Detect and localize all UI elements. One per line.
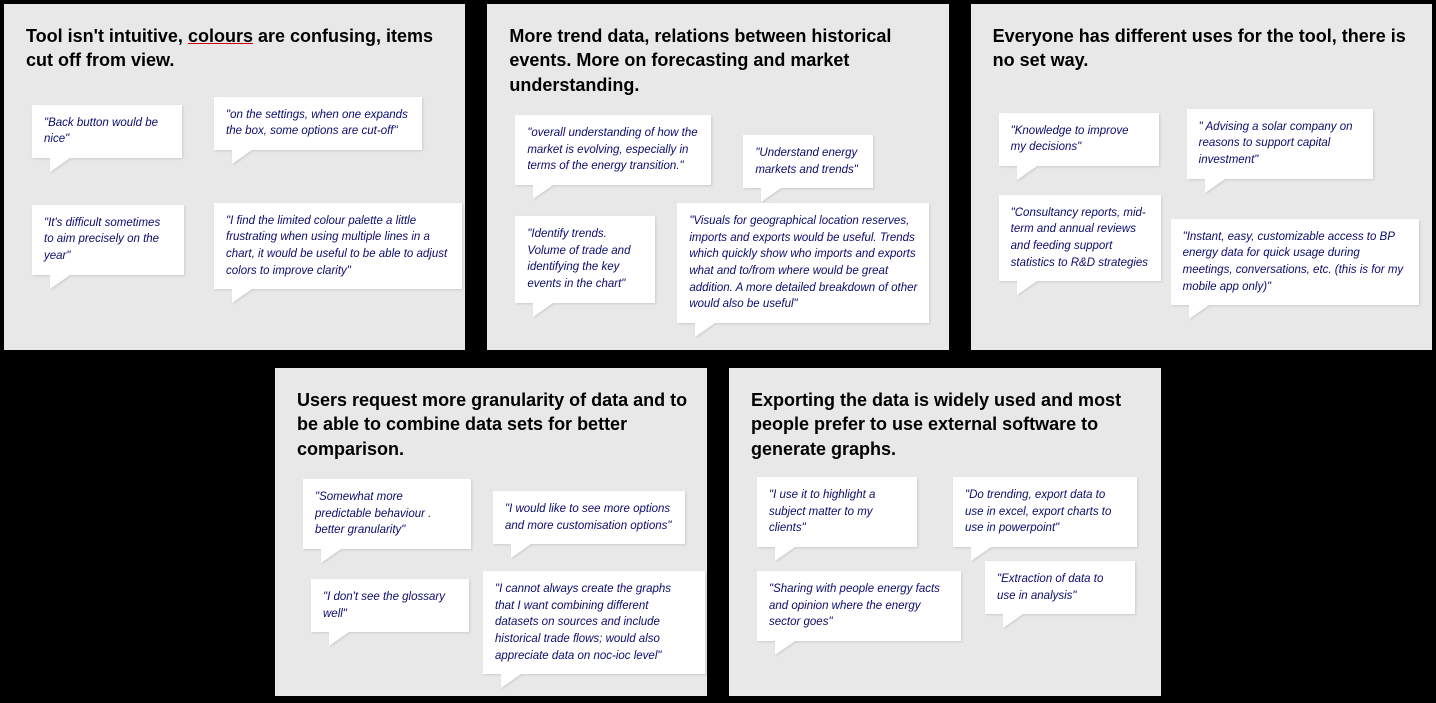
quote-bubble: "Visuals for geographical location reser… bbox=[677, 203, 929, 323]
panel-trend-data: More trend data, relations between histo… bbox=[487, 4, 948, 350]
top-row: Tool isn't intuitive, colours are confus… bbox=[0, 0, 1436, 350]
quote-bubble: "I find the limited colour palette a lit… bbox=[214, 203, 462, 290]
quote-bubble: "Understand energy markets and trends" bbox=[743, 135, 873, 188]
quote-bubble: "I use it to highlight a subject matter … bbox=[757, 477, 917, 547]
panel-different-uses: Everyone has different uses for the tool… bbox=[971, 4, 1432, 350]
title-underlined-word: colours bbox=[188, 26, 253, 46]
quote-bubble: "Do trending, export data to use in exce… bbox=[953, 477, 1137, 547]
quote-bubble: "Back button would be nice" bbox=[32, 105, 182, 158]
quote-bubble: "It's difficult sometimes to aim precise… bbox=[32, 205, 184, 275]
quote-bubble: "Instant, easy, customizable access to B… bbox=[1171, 219, 1419, 306]
quote-bubble: "Consultancy reports, mid-term and annua… bbox=[999, 195, 1161, 282]
panel-title: More trend data, relations between histo… bbox=[509, 24, 930, 97]
panel-granularity: Users request more granularity of data a… bbox=[275, 368, 707, 696]
quote-bubble: "Extraction of data to use in analysis" bbox=[985, 561, 1135, 614]
quote-bubble: "on the settings, when one expands the b… bbox=[214, 97, 422, 150]
quote-bubble: "Identify trends. Volume of trade and id… bbox=[515, 216, 655, 303]
panel-title: Tool isn't intuitive, colours are confus… bbox=[26, 24, 447, 73]
panel-exporting: Exporting the data is widely used and mo… bbox=[729, 368, 1161, 696]
panel-title: Users request more granularity of data a… bbox=[297, 388, 689, 461]
quote-bubble: "Somewhat more predictable behaviour . b… bbox=[303, 479, 471, 549]
title-pre: Tool isn't intuitive, bbox=[26, 26, 188, 46]
panel-intuitive: Tool isn't intuitive, colours are confus… bbox=[4, 4, 465, 350]
quote-bubble: "I cannot always create the graphs that … bbox=[483, 571, 705, 674]
bottom-row: Users request more granularity of data a… bbox=[0, 350, 1436, 700]
quote-bubble: "I would like to see more options and mo… bbox=[493, 491, 685, 544]
quote-bubble: "I don't see the glossary well" bbox=[311, 579, 469, 632]
panel-title: Exporting the data is widely used and mo… bbox=[751, 388, 1143, 461]
quote-bubble: "Sharing with people energy facts and op… bbox=[757, 571, 961, 641]
quote-bubble: "Knowledge to improve my decisions" bbox=[999, 113, 1159, 166]
quote-bubble: "overall understanding of how the market… bbox=[515, 115, 711, 185]
panel-title: Everyone has different uses for the tool… bbox=[993, 24, 1414, 73]
quote-bubble: " Advising a solar company on reasons to… bbox=[1187, 109, 1373, 179]
